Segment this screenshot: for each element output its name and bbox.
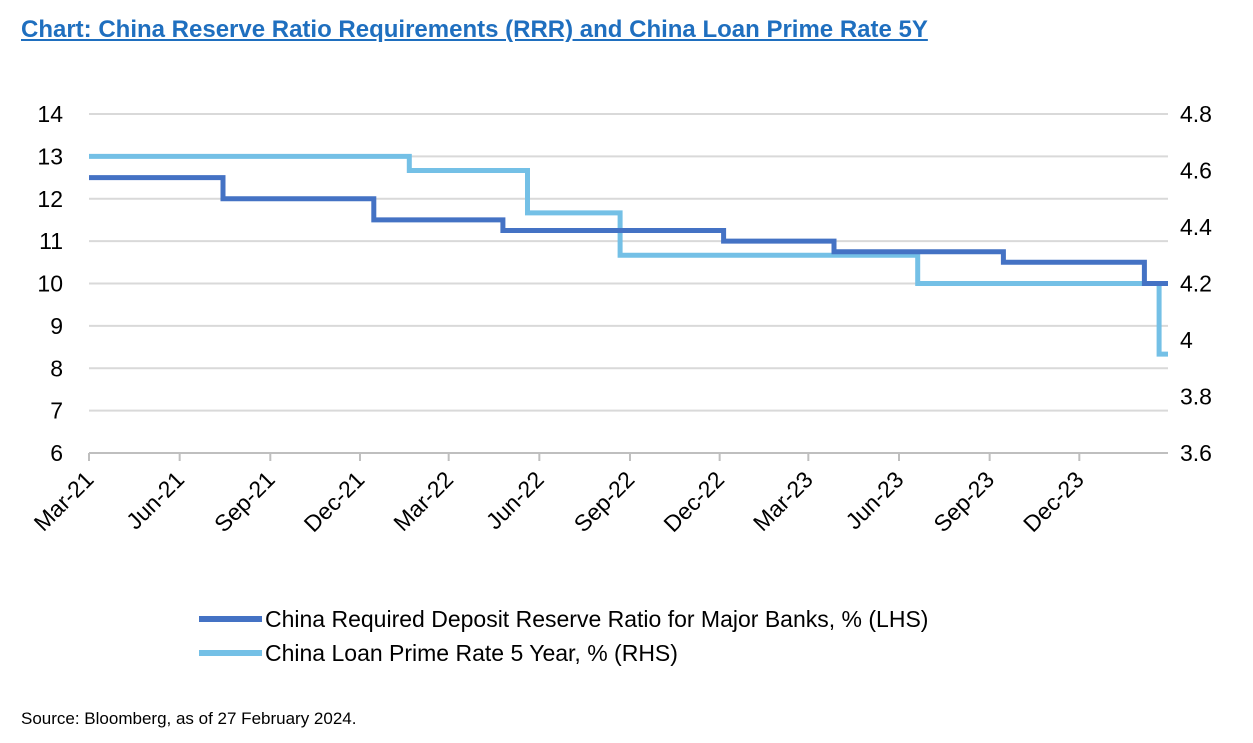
- x-tick-label: Dec-22: [658, 466, 729, 537]
- x-tick-label: Mar-21: [29, 466, 99, 536]
- series-line-lpr: [89, 153, 1168, 357]
- y-left-tick-label: 6: [50, 440, 63, 466]
- x-tick-label: Jun-23: [840, 466, 908, 534]
- x-tick-label: Dec-21: [299, 466, 370, 537]
- y-left-tick-label: 9: [50, 313, 63, 339]
- legend-label-rrr: China Required Deposit Reserve Ratio for…: [265, 606, 928, 632]
- y-right-tick-label: 4: [1180, 327, 1193, 353]
- y-left-tick-label: 7: [50, 398, 63, 424]
- y-right-tick-label: 4.6: [1180, 158, 1212, 184]
- x-tick-label: Jun-21: [121, 466, 189, 534]
- y-right-tick-label: 4.4: [1180, 214, 1212, 240]
- x-tick-label: Sep-23: [928, 466, 999, 537]
- y-left-tick-label: 12: [37, 186, 63, 212]
- x-tick-label: Jun-22: [481, 466, 549, 534]
- gridlines: [89, 113, 1168, 412]
- x-tick-label: Dec-23: [1018, 466, 1089, 537]
- series-line-rrr: [89, 175, 1168, 286]
- source-note: Source: Bloomberg, as of 27 February 202…: [21, 709, 357, 728]
- axes: 6 7 8 9 10 11 12 13 14 3.6 3.8 4 4.2 4.4 4.6 4.8 Mar-21 J…: [29, 101, 1213, 537]
- y-left-tick-label: 13: [37, 143, 63, 169]
- chart-title: Chart: China Reserve Ratio Requirements …: [21, 16, 928, 43]
- x-tick-label: Sep-22: [569, 466, 640, 537]
- series-lines: [89, 153, 1168, 357]
- y-left-tick-label: 10: [37, 271, 63, 297]
- x-tick-label: Mar-23: [748, 466, 818, 536]
- x-tick-label: Mar-22: [388, 466, 458, 536]
- y-left-tick-label: 11: [39, 228, 63, 254]
- y-left-tick-label: 8: [50, 355, 63, 381]
- y-right-tick-label: 3.8: [1180, 384, 1212, 410]
- legend-label-lpr: China Loan Prime Rate 5 Year, % (RHS): [265, 640, 678, 666]
- legend: China Required Deposit Reserve Ratio for…: [199, 606, 928, 666]
- y-right-tick-label: 4.2: [1180, 271, 1212, 297]
- y-left-tick-label: 14: [37, 101, 63, 127]
- y-right-tick-label: 3.6: [1180, 440, 1212, 466]
- x-tick-label: Sep-21: [209, 466, 280, 537]
- y-right-tick-label: 4.8: [1180, 101, 1212, 127]
